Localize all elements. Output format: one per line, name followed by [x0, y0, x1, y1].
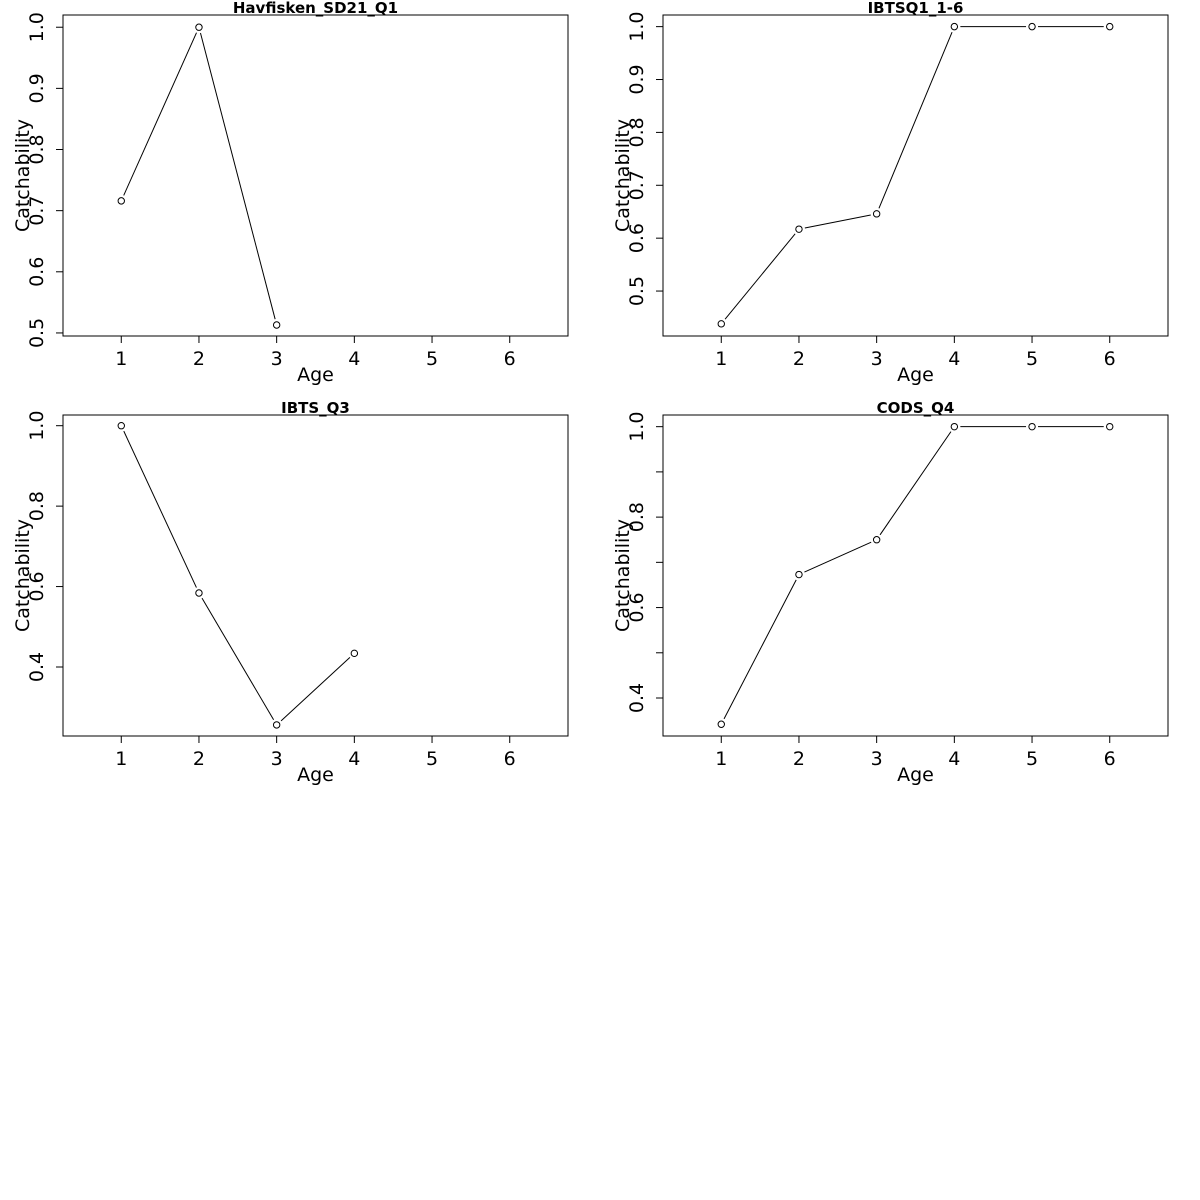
x-axis-label: Age	[297, 764, 334, 786]
data-point	[717, 320, 725, 328]
series-line-segment	[123, 430, 197, 588]
data-point	[1028, 422, 1036, 431]
plot-frame	[662, 14, 1169, 337]
x-tick-label: 2	[793, 748, 805, 770]
y-tick-label: 1.0	[26, 411, 48, 441]
x-tick-label: 5	[426, 348, 438, 370]
y-tick-label: 0.5	[26, 318, 48, 348]
data-point	[117, 197, 125, 205]
x-tick-label: 1	[115, 348, 127, 370]
y-tick-label: 0.6	[626, 223, 648, 253]
series-line-segment	[804, 541, 872, 573]
y-tick-label: 0.8	[626, 502, 648, 532]
x-tick-label: 4	[348, 348, 360, 370]
series-line-segment	[804, 214, 871, 229]
data-point	[1106, 22, 1114, 31]
y-tick-label: 0.8	[26, 491, 48, 521]
y-tick-label: 0.8	[626, 117, 648, 147]
data-point	[1106, 422, 1114, 431]
series-line-segment	[199, 32, 276, 320]
x-tick-label: 2	[193, 748, 205, 770]
chart-title: CODS_Q4	[877, 399, 955, 417]
chart-panel-1: Havfisken_SD21_Q1 1 2 3 4 5 6 Age 0.5 0.6 0.7 0.8 0.…	[12, 0, 569, 386]
data-point	[717, 720, 725, 728]
y-tick-label: 0.4	[626, 683, 648, 713]
data-point	[272, 721, 281, 729]
chart-panel-2: IBTSQ1_1-6 1 2 3 4 5 6 Age 0.5 0.6 0.7 0.8 0.9 1.0 Cat…	[612, 0, 1169, 386]
x-tick-label: 4	[348, 748, 360, 770]
data-point	[950, 422, 959, 431]
series-line-segment	[201, 597, 275, 720]
x-axis-label: Age	[897, 364, 934, 386]
chart-panel-3: IBTS_Q3 1 2 3 4 5 6 Age 0.4 0.6 0.8 1.0 Catchability	[12, 399, 569, 786]
y-tick-label: 0.4	[26, 652, 48, 682]
y-tick-label: 0.6	[626, 592, 648, 622]
y-tick-label: 0.8	[26, 134, 48, 164]
x-tick-label: 3	[871, 348, 883, 370]
x-tick-label: 3	[871, 748, 883, 770]
data-point	[950, 22, 959, 31]
data-point	[795, 570, 803, 579]
y-tick-label: 0.9	[626, 64, 648, 94]
plot-frame	[62, 14, 569, 337]
data-point	[795, 225, 803, 233]
plot-frame	[662, 414, 1169, 737]
x-tick-label: 3	[271, 348, 283, 370]
x-tick-label: 1	[715, 748, 727, 770]
series-line-segment	[723, 579, 797, 720]
series-line-segment	[280, 657, 351, 722]
y-tick-label: 0.9	[26, 73, 48, 103]
data-point	[350, 649, 359, 658]
chart-title: Havfisken_SD21_Q1	[233, 0, 398, 17]
x-tick-label: 1	[715, 348, 727, 370]
data-point	[195, 23, 203, 31]
y-tick-label: 0.5	[626, 276, 648, 306]
y-axis-label: Catchability	[612, 119, 634, 232]
data-point	[272, 321, 281, 329]
y-tick-label: 0.7	[26, 196, 48, 226]
x-axis-label: Age	[297, 364, 334, 386]
series-line-segment	[123, 32, 197, 196]
data-point	[872, 536, 881, 544]
data-point	[195, 589, 203, 597]
x-tick-label: 6	[1104, 348, 1116, 370]
x-tick-label: 4	[948, 748, 960, 770]
y-axis-label: Catchability	[612, 519, 634, 632]
chart-title: IBTS_Q3	[281, 399, 350, 417]
x-tick-label: 6	[504, 348, 516, 370]
chart-title: IBTSQ1_1-6	[868, 0, 964, 17]
x-tick-label: 5	[426, 748, 438, 770]
x-tick-label: 3	[271, 748, 283, 770]
y-axis-label: Catchability	[12, 119, 34, 232]
x-axis-label: Age	[897, 764, 934, 786]
x-tick-label: 4	[948, 348, 960, 370]
chart-panel-4: CODS_Q4 1 2 3 4 5 6 Age 0.4 0.6 0.8 1.0 Catchability	[612, 399, 1169, 786]
data-point	[872, 210, 881, 218]
y-tick-label: 1.0	[626, 412, 648, 442]
y-tick-label: 1.0	[26, 12, 48, 42]
data-point	[117, 421, 125, 430]
y-tick-label: 0.7	[626, 170, 648, 200]
y-tick-label: 1.0	[626, 12, 648, 42]
x-tick-label: 2	[193, 348, 205, 370]
series-line-segment	[878, 31, 953, 209]
x-tick-label: 5	[1026, 348, 1038, 370]
x-tick-label: 5	[1026, 748, 1038, 770]
series-line-segment	[724, 233, 796, 320]
y-tick-label: 0.6	[26, 257, 48, 287]
series-line-segment	[879, 431, 952, 536]
x-tick-label: 1	[115, 748, 127, 770]
y-axis-label: Catchability	[12, 519, 34, 632]
y-tick-label: 0.6	[26, 571, 48, 601]
x-tick-label: 6	[504, 748, 516, 770]
x-tick-label: 2	[793, 348, 805, 370]
x-tick-label: 6	[1104, 748, 1116, 770]
data-point	[1028, 22, 1036, 31]
